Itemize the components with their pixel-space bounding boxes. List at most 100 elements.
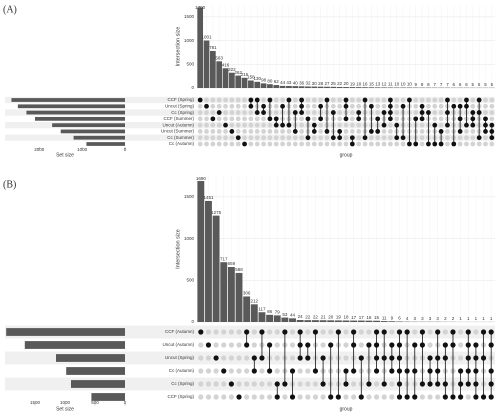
matrix-dot — [457, 103, 463, 109]
matrix-dot-empty — [197, 135, 203, 141]
matrix-dot-empty — [328, 329, 334, 335]
matrix-dot — [458, 394, 464, 400]
matrix-dot — [473, 368, 479, 374]
matrix-dot-empty — [419, 129, 425, 134]
matrix-dot-empty — [366, 394, 372, 400]
matrix-dot-empty — [458, 355, 464, 361]
intersection-bar — [205, 200, 212, 322]
matrix-dot-empty — [274, 355, 280, 361]
matrix-dot-empty — [266, 381, 273, 387]
matrix-dot — [261, 103, 266, 109]
bar-value-label: 20 — [343, 81, 349, 86]
matrix-dot-empty — [210, 122, 216, 128]
matrix-dot-empty — [205, 381, 212, 387]
matrix-dot — [438, 141, 444, 147]
matrix-dot-empty — [435, 394, 441, 400]
intersection-bar — [396, 321, 403, 322]
intersection-bar — [227, 267, 235, 322]
intersection-bar — [243, 296, 251, 322]
bar-value-label: 11 — [388, 82, 393, 87]
y-tick-label: 1500 — [184, 14, 195, 19]
intersection-bar — [266, 314, 274, 322]
matrix-dot — [320, 355, 326, 361]
matrix-dot-empty — [274, 368, 280, 374]
matrix-dot-empty — [242, 122, 247, 128]
matrix-dot — [337, 135, 343, 141]
bar-value-label: 12 — [382, 82, 388, 87]
matrix-dot-empty — [210, 97, 216, 103]
matrix-dot — [299, 97, 305, 103]
bar-value-label: 3 — [414, 316, 417, 321]
matrix-dot — [368, 129, 374, 134]
bar-value-label: 44 — [290, 313, 296, 318]
matrix-dot-empty — [297, 381, 303, 387]
matrix-dot — [381, 122, 387, 128]
matrix-dot-empty — [292, 97, 298, 103]
matrix-dot-empty — [320, 329, 326, 335]
intersection-bar — [273, 85, 280, 88]
matrix-dot-empty — [389, 394, 395, 400]
bar-value-label: 1001 — [202, 35, 213, 40]
matrix-dot-empty — [305, 103, 311, 109]
bar-value-label: 19 — [350, 81, 356, 86]
intersection-bar — [281, 317, 289, 322]
matrix-dot — [427, 368, 433, 374]
matrix-dot — [356, 116, 362, 122]
matrix-dot — [465, 329, 471, 335]
matrix-dot — [297, 342, 303, 348]
matrix-dot — [366, 381, 372, 387]
matrix-dot — [387, 110, 393, 115]
y-tick-label: 500 — [186, 61, 194, 66]
matrix-dot — [229, 129, 235, 134]
matrix-dot-empty — [267, 135, 273, 141]
matrix-dot-empty — [457, 97, 463, 103]
intersection-bar — [355, 87, 362, 88]
matrix-dot-empty — [228, 368, 234, 374]
matrix-dot — [368, 103, 374, 109]
set-size-label: Set size — [56, 406, 74, 412]
bar-value-label: 322 — [228, 67, 236, 72]
matrix-dot-empty — [305, 110, 311, 115]
matrix-dot — [465, 368, 471, 374]
set-size-tick-label: 2000 — [34, 147, 45, 152]
bar-value-label: 30 — [312, 81, 318, 86]
matrix-dot-empty — [320, 394, 326, 400]
bar-value-label: 9 — [414, 82, 417, 87]
matrix-dot — [236, 394, 242, 400]
bar-value-label: 130 — [253, 76, 261, 81]
matrix-dot — [442, 342, 448, 348]
matrix-dot-empty — [297, 394, 303, 400]
matrix-dot — [387, 116, 393, 122]
matrix-dot-empty — [318, 97, 324, 103]
matrix-dot — [312, 368, 319, 374]
bar-value-label: 21 — [321, 314, 327, 319]
matrix-dot — [221, 368, 227, 374]
matrix-dot-empty — [324, 135, 330, 141]
bar-value-label: 2 — [452, 316, 455, 321]
matrix-dot-empty — [204, 110, 209, 115]
matrix-dot-empty — [483, 97, 488, 103]
matrix-dot-empty — [280, 135, 285, 141]
matrix-dot-empty — [330, 97, 336, 103]
matrix-dot-empty — [489, 110, 495, 115]
matrix-dot-empty — [297, 368, 303, 374]
panel-label: (A) — [3, 4, 17, 15]
matrix-dot — [435, 381, 441, 387]
matrix-dot-empty — [223, 141, 228, 147]
matrix-dot — [464, 97, 469, 103]
matrix-dot-empty — [221, 381, 227, 387]
matrix-dot-empty — [299, 122, 305, 128]
intersection-bar — [289, 318, 296, 322]
bar-value-label: 11 — [382, 315, 387, 320]
matrix-dot-empty — [483, 110, 488, 115]
matrix-dot — [259, 355, 265, 361]
matrix-dot — [248, 97, 254, 103]
matrix-dot-empty — [292, 135, 298, 141]
matrix-dot-empty — [442, 329, 448, 335]
matrix-dot-empty — [210, 103, 216, 109]
matrix-dot — [286, 122, 292, 128]
bar-value-label: 3 — [436, 316, 439, 321]
matrix-dot-empty — [438, 122, 444, 128]
matrix-dot-empty — [221, 355, 227, 361]
matrix-dot-empty — [280, 141, 285, 147]
